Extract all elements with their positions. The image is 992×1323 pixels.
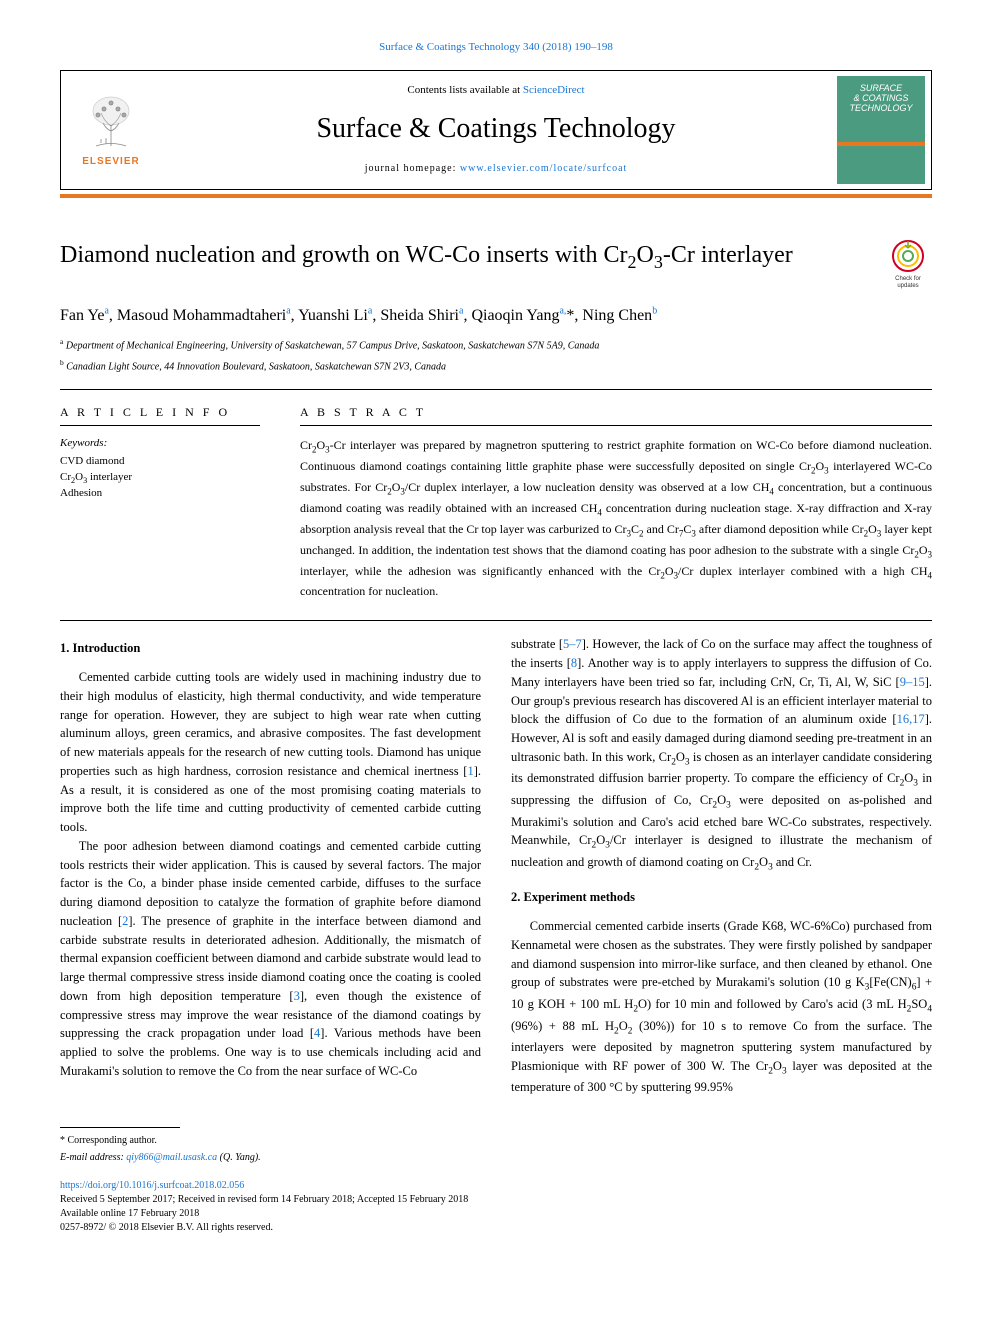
elsevier-tree-icon bbox=[76, 91, 146, 151]
journal-header: ELSEVIER Contents lists available at Sci… bbox=[60, 70, 932, 190]
article-info: A R T I C L E I N F O Keywords: CVD diam… bbox=[60, 404, 260, 601]
body-text: 1. Introduction Cemented carbide cutting… bbox=[60, 635, 932, 1097]
abstract-text: Cr2O3-Cr interlayer was prepared by magn… bbox=[300, 436, 932, 600]
abstract: A B S T R A C T Cr2O3-Cr interlayer was … bbox=[300, 404, 932, 601]
doi-link[interactable]: https://doi.org/10.1016/j.surfcoat.2018.… bbox=[60, 1180, 244, 1191]
footer: * Corresponding author. E-mail address: … bbox=[60, 1127, 932, 1235]
email-line: E-mail address: qiy866@mail.usask.ca (Q.… bbox=[60, 1151, 932, 1166]
svg-text:updates: updates bbox=[897, 283, 918, 289]
copyright-line: 0257-8972/ © 2018 Elsevier B.V. All righ… bbox=[60, 1221, 932, 1235]
keywords-list: CVD diamondCr2O3 interlayerAdhesion bbox=[60, 454, 260, 502]
svg-text:Check for: Check for bbox=[895, 276, 921, 282]
elsevier-label: ELSEVIER bbox=[82, 155, 139, 170]
abstract-heading: A B S T R A C T bbox=[300, 404, 932, 421]
available-line: Available online 17 February 2018 bbox=[60, 1207, 932, 1221]
methods-p1: Commercial cemented carbide inserts (Gra… bbox=[511, 917, 932, 1097]
journal-citation[interactable]: Surface & Coatings Technology 340 (2018)… bbox=[60, 40, 932, 56]
intro-p3: substrate [5–7]. However, the lack of Co… bbox=[511, 635, 932, 874]
corresponding-note: * Corresponding author. bbox=[60, 1134, 932, 1149]
sciencedirect-link[interactable]: ScienceDirect bbox=[523, 84, 585, 96]
section-heading-methods: 2. Experiment methods bbox=[511, 888, 932, 907]
section-heading-intro: 1. Introduction bbox=[60, 639, 481, 658]
journal-cover[interactable]: SURFACE & COATINGS TECHNOLOGY bbox=[831, 71, 931, 189]
contents-line: Contents lists available at ScienceDirec… bbox=[407, 83, 584, 99]
article-info-heading: A R T I C L E I N F O bbox=[60, 404, 260, 421]
email-link[interactable]: qiy866@mail.usask.ca bbox=[126, 1152, 217, 1163]
orange-divider bbox=[60, 194, 932, 198]
intro-p1: Cemented carbide cutting tools are widel… bbox=[60, 668, 481, 837]
intro-p2: The poor adhesion between diamond coatin… bbox=[60, 837, 481, 1081]
elsevier-logo[interactable]: ELSEVIER bbox=[61, 71, 161, 189]
check-updates-badge[interactable]: Check for updates bbox=[884, 238, 932, 290]
article-title: Diamond nucleation and growth on WC-Co i… bbox=[60, 238, 870, 275]
received-line: Received 5 September 2017; Received in r… bbox=[60, 1193, 932, 1207]
keywords-label: Keywords: bbox=[60, 436, 260, 452]
homepage-link[interactable]: www.elsevier.com/locate/surfcoat bbox=[460, 163, 627, 174]
homepage-line: journal homepage: www.elsevier.com/locat… bbox=[365, 162, 628, 177]
affiliations: a Department of Mechanical Engineering, … bbox=[60, 337, 932, 375]
authors: Fan Yea, Masoud Mohammadtaheria, Yuanshi… bbox=[60, 304, 932, 327]
journal-name: Surface & Coatings Technology bbox=[316, 109, 675, 150]
